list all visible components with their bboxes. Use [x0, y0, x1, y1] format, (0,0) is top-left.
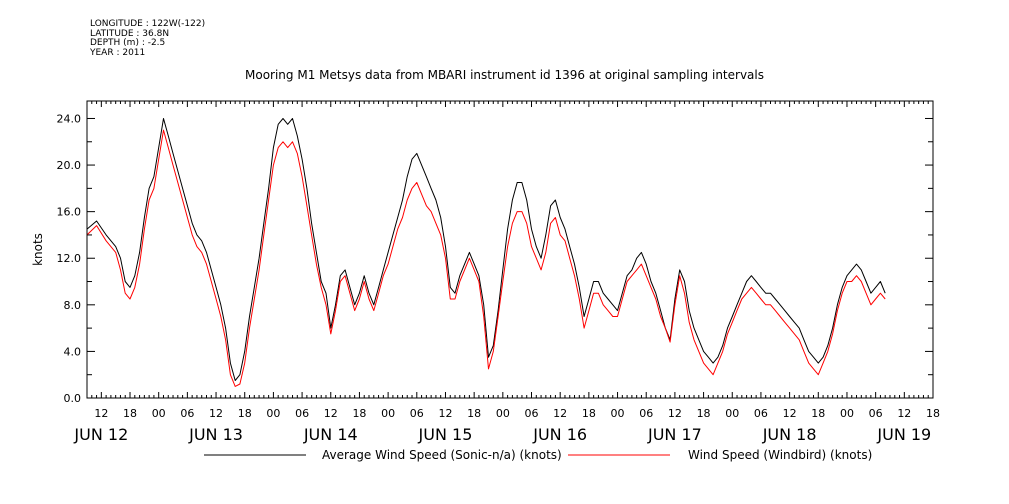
- chart-title: Mooring M1 Metsys data from MBARI instru…: [245, 68, 764, 82]
- x-date-label: JUN 16: [532, 425, 587, 444]
- y-tick-label: 8.0: [64, 299, 82, 312]
- x-tick-label: 12: [783, 407, 797, 420]
- x-tick-label: 18: [582, 407, 596, 420]
- x-date-label: JUN 13: [188, 425, 243, 444]
- legend-label-windbird: Wind Speed (Windbird) (knots): [688, 448, 872, 462]
- axes-layer: 0.0 4.0 8.0 12.0 16.0 20.0 24.0 knots 12 18 00 06 12…: [31, 101, 940, 444]
- x-tick-label: 00: [496, 407, 510, 420]
- meta-longitude: LONGITUDE : 122W(-122): [90, 19, 206, 29]
- x-tick-label: 00: [840, 407, 854, 420]
- x-tick-label: 12: [553, 407, 567, 420]
- x-date-label: JUN 18: [762, 425, 817, 444]
- meta-latitude: LATITUDE : 36.8N: [90, 28, 170, 39]
- x-tick-label: 18: [238, 407, 252, 420]
- x-tick-label: 12: [897, 407, 911, 420]
- x-tick-label: 00: [152, 407, 166, 420]
- x-tick-label: 18: [123, 407, 137, 420]
- x-tick-label: 18: [811, 407, 825, 420]
- x-tick-label: 06: [410, 407, 424, 420]
- x-tick-label: 12: [94, 407, 108, 420]
- meta-year: YEAR : 2011: [90, 47, 146, 58]
- x-tick-label: 06: [639, 407, 653, 420]
- x-tick-label: 06: [295, 407, 309, 420]
- x-tick-label: 06: [869, 407, 883, 420]
- y-tick-label: 4.0: [64, 345, 82, 358]
- legend: Average Wind Speed (Sonic-n/a) (knots) Wi…: [204, 448, 872, 462]
- x-date-label: JUN 15: [418, 425, 473, 444]
- x-date-label: JUN 14: [303, 425, 358, 444]
- x-tick-label: 18: [926, 407, 940, 420]
- plot-frame: [86, 100, 934, 399]
- x-tick-label: 12: [324, 407, 338, 420]
- legend-label-average-wind-speed: Average Wind Speed (Sonic-n/a) (knots): [322, 448, 562, 462]
- y-tick-label: 16.0: [57, 206, 82, 219]
- x-tick-label: 18: [467, 407, 481, 420]
- x-tick-label: 12: [209, 407, 223, 420]
- x-tick-label: 12: [438, 407, 452, 420]
- x-date-label: JUN 17: [647, 425, 702, 444]
- x-tick-label: 18: [697, 407, 711, 420]
- x-tick-label: 00: [611, 407, 625, 420]
- x-tick-label: 12: [668, 407, 682, 420]
- y-tick-label: 0.0: [64, 392, 82, 405]
- meta-depth: DEPTH (m) : -2.5: [90, 38, 166, 48]
- series-line-windbird: [86, 129, 886, 387]
- y-axis-label: knots: [31, 233, 45, 266]
- series-layer: [86, 118, 886, 387]
- x-tick-label: 18: [352, 407, 366, 420]
- x-date-label: JUN 12: [73, 425, 128, 444]
- series-line-average-wind-speed: [86, 118, 886, 381]
- x-tick-label: 06: [754, 407, 768, 420]
- x-tick-label: 00: [266, 407, 280, 420]
- x-date-label: JUN 19: [876, 425, 931, 444]
- y-tick-label: 12.0: [57, 252, 82, 265]
- y-tick-label: 24.0: [57, 112, 82, 125]
- x-tick-label: 06: [180, 407, 194, 420]
- y-tick-label: 20.0: [57, 159, 82, 172]
- x-tick-label: 00: [725, 407, 739, 420]
- x-tick-label: 00: [381, 407, 395, 420]
- metadata-block: LONGITUDE : 122W(-122) LATITUDE : 36.8N …: [90, 19, 206, 58]
- x-tick-label: 06: [525, 407, 539, 420]
